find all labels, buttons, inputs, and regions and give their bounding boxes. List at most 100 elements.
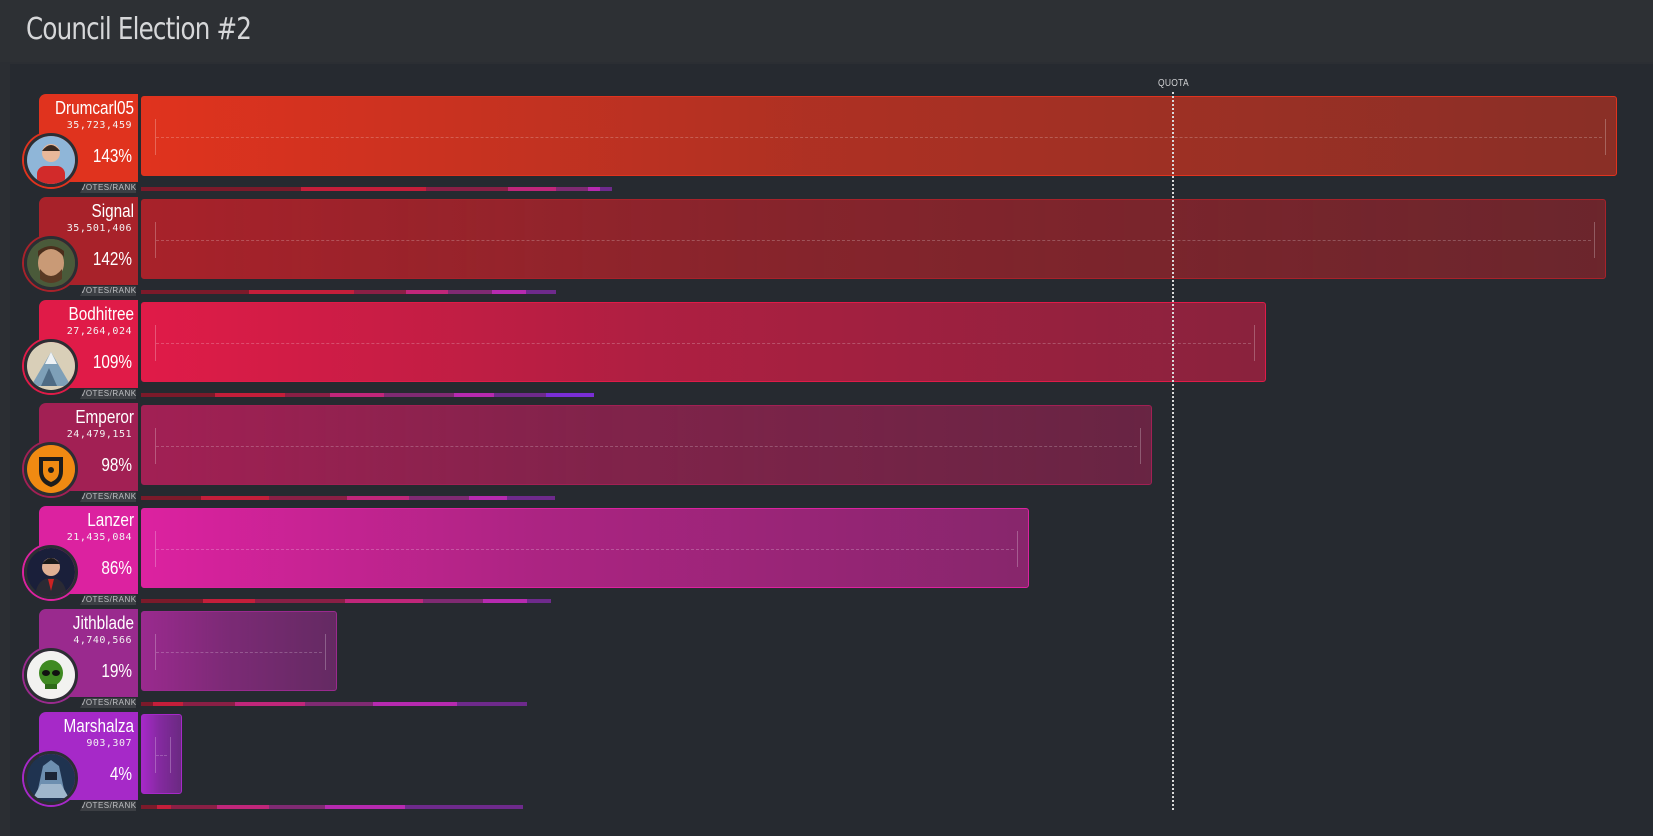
rank-segment <box>508 187 556 191</box>
page-title: Council Election #2 <box>26 12 252 47</box>
bearded-man-avatar <box>24 236 78 290</box>
candidate-row: Marshalza 903,307 4% VOTES/RANK <box>0 712 1653 815</box>
candidate-percent: 143% <box>92 146 132 166</box>
rank-segment <box>347 496 409 500</box>
header-bar: Council Election #2 <box>0 0 1653 62</box>
candidate-row: Emperor 24,479,151 98% VOTES/RANK <box>0 403 1653 506</box>
rank-segment <box>141 702 153 706</box>
candidate-name: Drumcarl05 <box>54 98 134 118</box>
rank-segment <box>325 805 405 809</box>
candidate-votes: 35,723,459 <box>66 120 132 131</box>
votes-rank-label: VOTES/RANK <box>80 698 137 708</box>
rank-segment <box>285 393 330 397</box>
candidate-name: Signal <box>91 201 134 221</box>
rank-segment <box>330 393 384 397</box>
rank-segment <box>249 290 354 294</box>
candidate-row: Bodhitree 27,264,024 109% VOTES/RANK <box>0 300 1653 403</box>
rank-segment <box>354 290 406 294</box>
rank-segment <box>141 496 201 500</box>
rank-segment <box>405 805 523 809</box>
candidate-row: Drumcarl05 35,723,459 143% VOTES/RANK <box>0 94 1653 197</box>
candidate-votes: 21,435,084 <box>66 532 132 543</box>
candidate-row: Lanzer 21,435,084 86% VOTES/RANK <box>0 506 1653 609</box>
rank-segment <box>305 702 373 706</box>
rank-segment <box>469 496 507 500</box>
rank-segment <box>494 393 546 397</box>
candidate-name: Jithblade <box>72 613 134 633</box>
rank-segment <box>406 290 448 294</box>
rank-segment <box>141 187 301 191</box>
rank-strip <box>141 599 551 603</box>
votes-rank-label: VOTES/RANK <box>80 801 137 811</box>
mountain-tree-avatar <box>24 339 78 393</box>
candidate-percent: 98% <box>101 455 132 475</box>
rank-segment <box>141 290 249 294</box>
candidate-percent: 109% <box>92 352 132 372</box>
rank-segment <box>171 805 217 809</box>
rank-segment <box>546 393 594 397</box>
green-alien-avatar <box>24 648 78 702</box>
candidate-percent: 19% <box>101 661 132 681</box>
vote-bar <box>141 302 1266 382</box>
rank-strip <box>141 496 555 500</box>
candidate-votes: 4,740,566 <box>73 635 132 646</box>
rank-segment <box>492 290 526 294</box>
rank-segment <box>157 805 171 809</box>
rank-segment <box>556 187 588 191</box>
rank-segment <box>423 599 483 603</box>
rank-segment <box>373 702 457 706</box>
candidate-percent: 142% <box>92 249 132 269</box>
rank-segment <box>269 805 325 809</box>
rank-segment <box>409 496 469 500</box>
votes-rank-label: VOTES/RANK <box>80 286 137 296</box>
man-in-suit-avatar <box>24 545 78 599</box>
rank-strip <box>141 393 594 397</box>
rank-strip <box>141 702 527 706</box>
rank-segment <box>588 187 600 191</box>
rank-strip <box>141 805 523 809</box>
rank-strip <box>141 187 612 191</box>
candidate-percent: 4% <box>109 764 132 784</box>
armored-warrior-avatar <box>24 751 78 805</box>
candidate-row: Jithblade 4,740,566 19% VOTES/RANK <box>0 609 1653 712</box>
vote-bar <box>141 199 1607 279</box>
rank-segment <box>345 599 423 603</box>
rank-segment <box>526 290 556 294</box>
rank-segment <box>384 393 454 397</box>
rank-segment <box>507 496 555 500</box>
rank-segment <box>426 187 508 191</box>
orange-shield-avatar <box>24 442 78 496</box>
candidate-votes: 903,307 <box>86 738 132 749</box>
candidate-name: Lanzer <box>87 510 134 530</box>
votes-rank-label: VOTES/RANK <box>80 492 137 502</box>
quota-line <box>1172 92 1174 810</box>
candidate-card: Drumcarl05 35,723,459 143% <box>39 94 138 182</box>
quota-label: QUOTA <box>1158 78 1189 89</box>
vote-bar <box>141 508 1029 588</box>
vote-bar <box>141 96 1617 176</box>
rank-segment <box>215 393 285 397</box>
vote-bar <box>141 611 338 691</box>
rank-segment <box>141 805 157 809</box>
rank-segment <box>183 702 235 706</box>
rank-segment <box>448 290 492 294</box>
rank-segment <box>141 599 203 603</box>
candidate-name: Emperor <box>75 407 134 427</box>
votes-rank-label: VOTES/RANK <box>80 595 137 605</box>
rank-segment <box>203 599 255 603</box>
candidate-name: Bodhitree <box>68 304 134 324</box>
rank-segment <box>235 702 305 706</box>
rank-segment <box>255 599 345 603</box>
rank-segment <box>301 187 426 191</box>
rank-segment <box>527 599 551 603</box>
votes-rank-label: VOTES/RANK <box>80 183 137 193</box>
person-red-shirt-avatar <box>24 133 78 187</box>
rank-segment <box>457 702 527 706</box>
rank-segment <box>201 496 269 500</box>
candidate-votes: 35,501,406 <box>66 223 132 234</box>
rank-strip <box>141 290 556 294</box>
candidate-votes: 24,479,151 <box>66 429 132 440</box>
candidate-row: Signal 35,501,406 142% VOTES/RANK <box>0 197 1653 300</box>
rank-segment <box>454 393 494 397</box>
candidate-votes: 27,264,024 <box>66 326 132 337</box>
